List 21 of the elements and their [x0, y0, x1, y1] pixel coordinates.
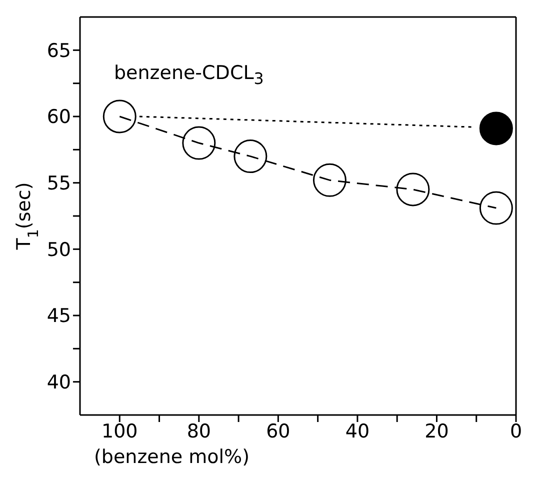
x-tick-label: 20	[424, 420, 449, 442]
x-tick-label: 80	[186, 420, 212, 442]
point	[102, 100, 136, 134]
y-tick-label: 55	[46, 172, 71, 195]
point	[312, 163, 346, 197]
x-axis-title: (benzene mol%)	[94, 446, 250, 468]
point	[396, 172, 430, 206]
annotation: benzene-CDCL$_{3}$	[114, 62, 264, 88]
y-tick-label: 40	[46, 372, 71, 394]
x-tick-label: 0	[510, 420, 522, 442]
point	[182, 126, 216, 160]
x-tick-label: 60	[266, 420, 290, 442]
y-tick-label: 65	[46, 40, 71, 62]
y-tick-label: 45	[46, 305, 71, 328]
point	[479, 112, 513, 146]
y-tick-label: 60	[46, 106, 71, 128]
x-tick-label: 100	[102, 420, 138, 442]
x-tick-label: 40	[345, 420, 370, 442]
point	[479, 191, 513, 225]
point	[234, 140, 268, 174]
y-tick-label: 50	[46, 238, 71, 261]
